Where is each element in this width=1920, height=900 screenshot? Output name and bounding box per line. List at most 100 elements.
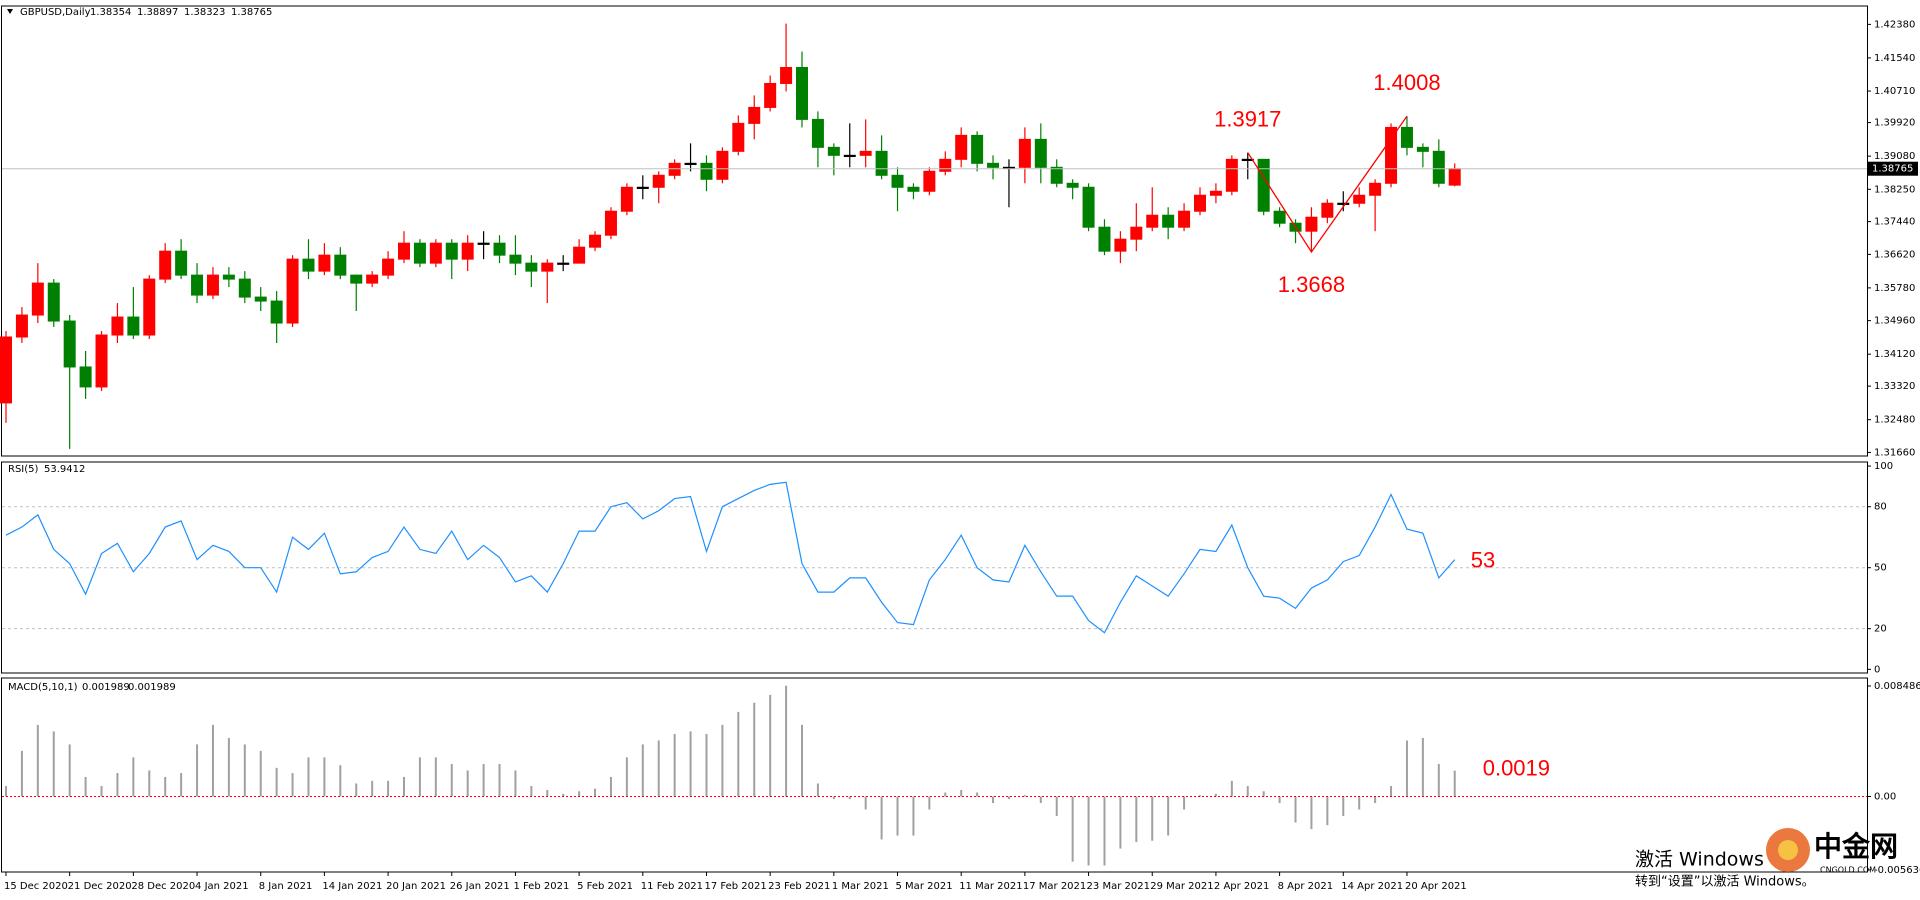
candle-body: [939, 158, 952, 172]
y-tick-label: 1.34120: [1874, 349, 1915, 360]
candle-body: [270, 300, 283, 324]
candle-body: [652, 174, 665, 188]
candle-body: [907, 186, 920, 192]
y-tick-label: 0.00: [1874, 791, 1896, 802]
candle-body: [684, 162, 697, 166]
y-tick-label: 20: [1874, 624, 1887, 635]
candle-body: [1178, 210, 1191, 228]
candle-body: [620, 186, 633, 212]
macd-title: MACD(5,10,1): [8, 682, 78, 693]
y-tick-label: 1.34960: [1874, 316, 1915, 327]
price-panel: [1, 5, 1868, 457]
macd-value: 0.001989: [82, 682, 130, 693]
candle-body: [15, 314, 28, 338]
y-tick-label: 100: [1874, 461, 1893, 472]
candle-body: [1194, 194, 1206, 212]
candle-body: [1305, 216, 1318, 232]
candle-body: [811, 118, 824, 148]
activate-title: 激活 Windows: [1635, 849, 1764, 871]
candle-body: [1385, 126, 1398, 184]
logo-inner: [1778, 840, 1798, 860]
candle-body: [1321, 202, 1334, 218]
candle-body: [700, 162, 713, 180]
candle-body: [477, 242, 490, 245]
y-tick-label: 80: [1874, 502, 1887, 513]
x-tick-label: 11 Mar 2021: [959, 881, 1022, 892]
candle-body: [1114, 238, 1127, 252]
x-tick-label: 2 Apr 2021: [1214, 881, 1269, 892]
candle-body: [1273, 210, 1286, 224]
candle-body: [1400, 126, 1413, 148]
logo-text: 中金网: [1814, 830, 1898, 863]
macd-annotation: 0.0019: [1483, 756, 1550, 781]
x-tick-label: 23 Feb 2021: [768, 881, 830, 892]
candle-body: [748, 106, 761, 124]
y-tick-label: 0: [1874, 664, 1880, 675]
rsi-line: [5, 481, 1456, 634]
candle-body: [398, 242, 410, 260]
candle-body: [589, 234, 602, 248]
candle-body: [827, 146, 840, 156]
candle-body: [191, 274, 204, 296]
x-tick-label: 15 Dec 2020: [4, 881, 68, 892]
candle-body: [206, 274, 219, 296]
candle-body: [382, 258, 395, 276]
x-tick-label: 11 Feb 2021: [641, 881, 703, 892]
x-tick-label: 21 Dec 2020: [68, 881, 132, 892]
ohlc-close: 1.38765: [231, 7, 272, 18]
menu-arrow[interactable]: [7, 9, 13, 14]
x-tick-label: 14 Apr 2021: [1341, 881, 1403, 892]
candle-body: [732, 122, 745, 152]
y-tick-label: 1.37440: [1874, 217, 1915, 228]
y-tick-label: 1.39920: [1874, 118, 1915, 129]
candle-body: [668, 162, 681, 176]
candle-body: [1257, 158, 1270, 212]
y-tick-label: 1.41540: [1874, 53, 1915, 64]
candle-body: [1082, 186, 1095, 228]
ohlc-high: 1.38897: [137, 7, 178, 18]
candle-body: [1209, 190, 1222, 196]
y-tick-label: 1.42380: [1874, 19, 1915, 30]
x-tick-label: 20 Jan 2021: [386, 881, 446, 892]
activate-hint: 转到“设置”以激活 Windows。: [1635, 875, 1815, 890]
candle-body: [254, 296, 267, 302]
candle-body: [1098, 226, 1111, 252]
candle-body: [875, 150, 888, 176]
x-tick-label: 29 Mar 2021: [1150, 881, 1213, 892]
ohlc-low: 1.38323: [184, 7, 225, 18]
candle-body: [1432, 150, 1445, 184]
y-tick-label: 1.32480: [1874, 415, 1915, 426]
rsi-value: 53.9412: [44, 464, 85, 475]
candle-body: [1369, 182, 1382, 196]
x-tick-label: 28 Dec 2020: [131, 881, 195, 892]
candle-body: [461, 242, 474, 260]
candle-body: [159, 250, 172, 280]
y-tick-label: 1.35780: [1874, 283, 1915, 294]
x-tick-label: 8 Apr 2021: [1278, 881, 1333, 892]
zigzag-label: 1.3668: [1278, 272, 1345, 297]
x-tick-label: 17 Feb 2021: [704, 881, 766, 892]
candle-body: [604, 210, 617, 236]
candle-body: [286, 258, 299, 324]
candle-body: [780, 66, 793, 84]
price-tag-label: 1.38765: [1872, 164, 1913, 175]
candle-body: [350, 274, 363, 284]
y-tick-label: 0.008486: [1874, 681, 1920, 692]
rsi-title: RSI(5): [8, 464, 39, 475]
candle-body: [445, 242, 458, 260]
candle-body: [1162, 214, 1175, 228]
y-tick-label: 50: [1874, 563, 1887, 574]
candle-body: [429, 242, 442, 264]
candle-body: [923, 170, 936, 192]
candle-body: [557, 262, 570, 265]
candle-body: [47, 282, 60, 322]
zigzag: [1247, 115, 1408, 254]
rsi-annotation: 53: [1471, 547, 1495, 572]
candle-body: [31, 282, 44, 316]
candle-body: [1146, 214, 1159, 228]
candle-body: [764, 82, 777, 108]
x-tick-label: 26 Jan 2021: [450, 881, 510, 892]
candle-body: [971, 134, 984, 164]
candle-body: [1130, 226, 1143, 240]
